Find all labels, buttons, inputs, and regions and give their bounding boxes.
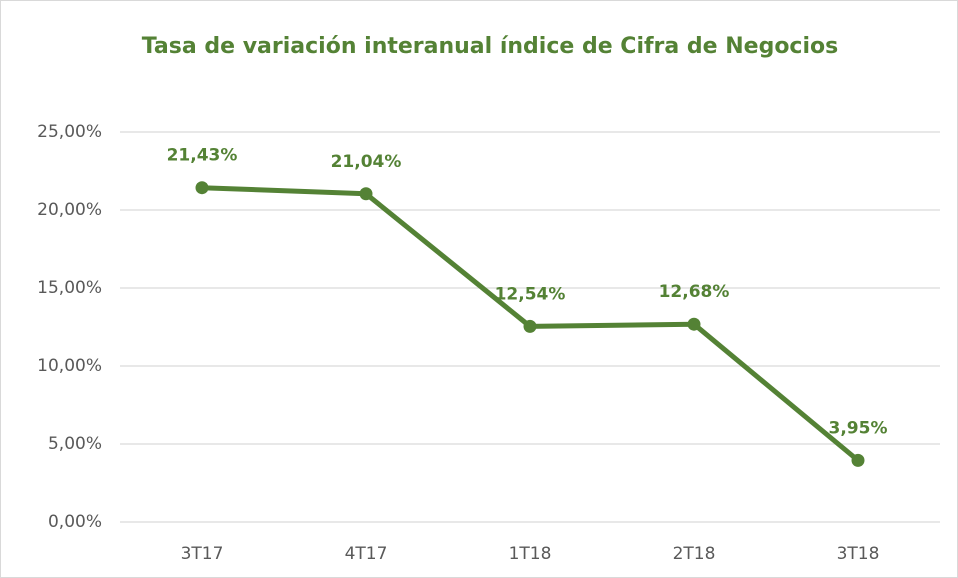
point <box>687 317 701 331</box>
data-label: 3,95% <box>829 418 888 438</box>
y-tick-label: 15,00% <box>37 278 102 298</box>
data-label: 12,54% <box>495 284 566 304</box>
data-label: 21,04% <box>331 152 402 172</box>
y-tick-label: 20,00% <box>37 200 102 220</box>
x-tick-label: 3T17 <box>181 544 224 564</box>
x-tick-label: 4T17 <box>345 544 388 564</box>
point <box>195 181 209 195</box>
y-tick-label: 5,00% <box>48 434 102 454</box>
x-tick-label: 1T18 <box>509 544 552 564</box>
point <box>359 187 373 201</box>
x-tick-label: 2T18 <box>673 544 716 564</box>
y-tick-label: 25,00% <box>37 122 102 142</box>
y-tick-label: 10,00% <box>37 356 102 376</box>
x-tick-label: 3T18 <box>837 544 880 564</box>
data-label: 21,43% <box>167 146 238 166</box>
chart-title: Tasa de variación interanual índice de C… <box>142 34 838 59</box>
point <box>523 319 537 333</box>
point <box>851 453 865 467</box>
data-label: 12,68% <box>659 282 730 302</box>
y-tick-label: 0,00% <box>48 512 102 532</box>
